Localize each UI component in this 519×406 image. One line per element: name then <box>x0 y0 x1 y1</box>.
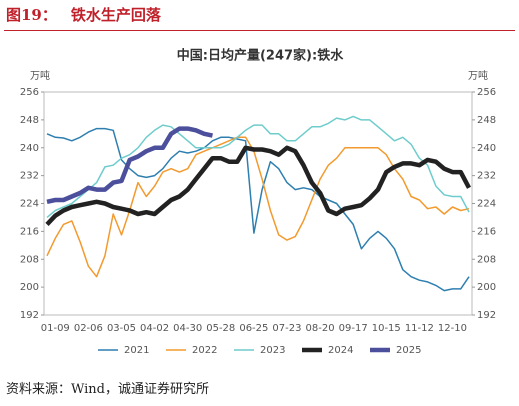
y2-tick-label: 216 <box>477 226 496 237</box>
x-tick-label: 12-10 <box>438 323 467 334</box>
y-tick-label: 224 <box>20 199 39 210</box>
series-line <box>45 145 471 226</box>
y2-tick-label: 240 <box>477 143 496 154</box>
x-tick-label: 07-23 <box>272 323 301 334</box>
y-tick-label: 208 <box>20 254 39 265</box>
y2-tick-label: 232 <box>477 171 496 182</box>
legend-label: 2024 <box>328 345 353 356</box>
x-tick-label: 10-15 <box>372 323 401 334</box>
series-line <box>46 115 470 218</box>
chart: 中国:日均产量(247家):铁水 万吨 万吨 192 200 208 216 224 23… <box>20 48 496 357</box>
y-tick-label: 248 <box>20 115 39 126</box>
source: 资料来源：Wind，诚通证券研究所 <box>6 382 209 397</box>
legend-label: 2021 <box>124 345 149 356</box>
x-tick-label: 02-06 <box>74 323 103 334</box>
header-rule <box>4 30 515 31</box>
y2-axis-label: 万吨 <box>468 69 488 82</box>
y-tick-label: 216 <box>20 226 39 237</box>
series-line <box>46 126 213 204</box>
x-tick-label: 03-05 <box>107 323 136 334</box>
y-tick-label: 200 <box>20 282 39 293</box>
y2-tick-label: 192 <box>477 310 496 321</box>
series-line <box>46 136 470 278</box>
y2-tick-label: 200 <box>477 282 496 293</box>
x-tick-label: 04-30 <box>173 323 202 334</box>
y-tick-label: 192 <box>20 310 39 321</box>
y2-tick-label: 224 <box>477 199 496 210</box>
header-title: 铁水生产回落 <box>70 6 161 24</box>
x-tick-label: 04-02 <box>140 323 169 334</box>
y2-tick-label: 248 <box>477 115 496 126</box>
y-tick-label: 256 <box>20 87 39 98</box>
x-tick-label: 01-09 <box>41 323 70 334</box>
x-tick-label: 11-12 <box>405 323 434 334</box>
x-tick-label: 05-28 <box>206 323 235 334</box>
figure-number: 图19： <box>6 6 57 24</box>
x-tick-label: 09-17 <box>339 323 368 334</box>
legend-label: 2025 <box>396 345 421 356</box>
y2-tick-label: 256 <box>477 87 496 98</box>
header: 图19： 铁水生产回落 <box>6 4 175 25</box>
y-tick-label: 232 <box>20 171 39 182</box>
y-tick-label: 240 <box>20 143 39 154</box>
series-line <box>46 127 470 292</box>
x-tick-label: 08-20 <box>306 323 335 334</box>
legend-label: 2023 <box>260 345 285 356</box>
legend-label: 2022 <box>192 345 217 356</box>
y-axis-label: 万吨 <box>30 69 50 82</box>
chart-title: 中国:日均产量(247家):铁水 <box>177 48 344 64</box>
x-tick-label: 06-25 <box>239 323 268 334</box>
y2-tick-label: 208 <box>477 254 496 265</box>
